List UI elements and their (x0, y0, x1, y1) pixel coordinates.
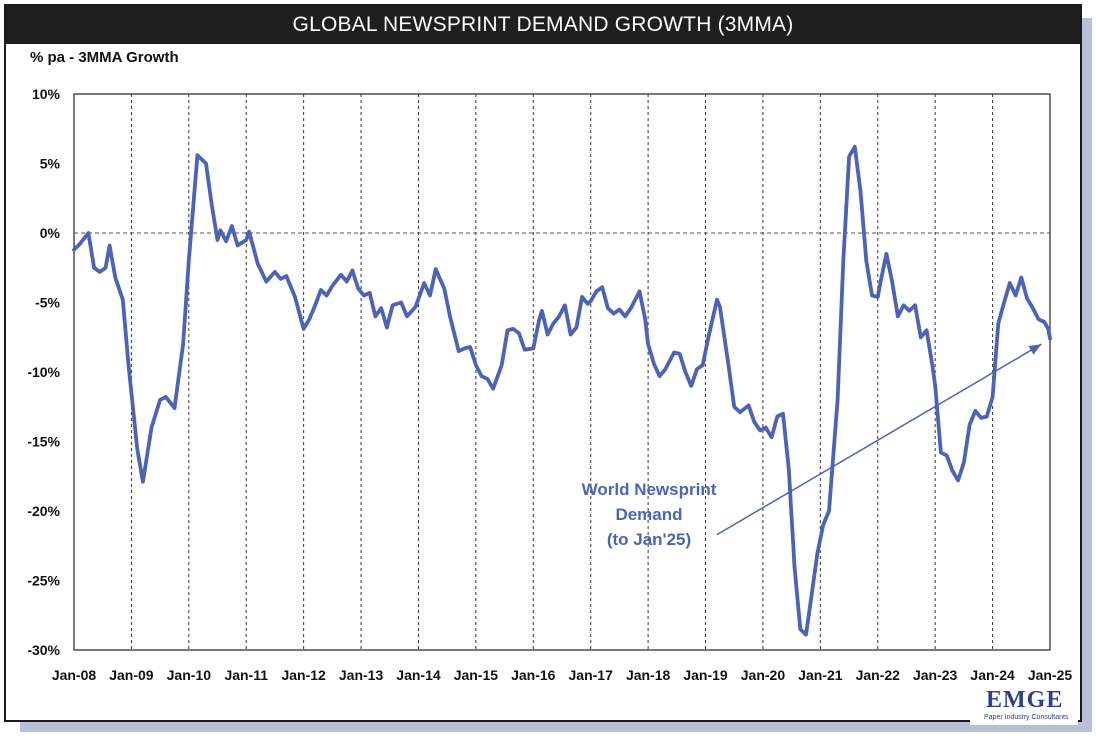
y-tick-label: 5% (40, 156, 61, 172)
grid-layer (73, 93, 1051, 651)
y-tick-label: 10% (32, 86, 61, 102)
x-tick-label: Jan-16 (511, 667, 556, 683)
y-tick-label: -10% (27, 364, 60, 380)
annotation-arrow-line (716, 343, 1042, 536)
x-tick-label: Jan-21 (798, 667, 843, 683)
emge-logo: EMGE Paper Industry Consultants (970, 687, 1078, 725)
x-tick-label: Jan-14 (396, 667, 441, 683)
annotation-arrowhead (1028, 344, 1042, 355)
logo-wordmark: EMGE (986, 687, 1064, 713)
x-tick-label: Jan-17 (569, 667, 614, 683)
x-tick-label: Jan-25 (1028, 667, 1073, 683)
x-tick-label: Jan-20 (741, 667, 786, 683)
y-tick-label: -30% (27, 642, 60, 658)
x-tick-label: Jan-09 (109, 667, 154, 683)
y-tick-label: -15% (27, 434, 60, 450)
y-axis-caption: % pa - 3MMA Growth (30, 49, 179, 66)
x-tick-label: Jan-23 (913, 667, 958, 683)
y-tick-label: -25% (27, 573, 60, 589)
chart-frame: GLOBAL NEWSPRINT DEMAND GROWTH (3MMA) (4, 4, 1082, 722)
x-tick-label: Jan-08 (52, 667, 97, 683)
annotation-text-line: Demand (615, 505, 682, 524)
chart-title: GLOBAL NEWSPRINT DEMAND GROWTH (3MMA) (6, 6, 1080, 44)
annotation-text-line: World Newsprint (582, 480, 717, 499)
logo-tagline: Paper Industry Consultants (984, 714, 1069, 721)
y-tick-label: 0% (40, 225, 61, 241)
series-line (72, 144, 1052, 637)
annotation-layer: World Newsprint Demand (to Jan'25) (582, 343, 1042, 549)
plot-area-border (73, 93, 1051, 651)
x-tick-label: Jan-15 (454, 667, 499, 683)
annotation-text-line: (to Jan'25) (607, 530, 691, 549)
series-layer (72, 144, 1052, 637)
x-tick-label: Jan-24 (970, 667, 1015, 683)
x-tick-label: Jan-11 (224, 667, 268, 683)
x-tick-label: Jan-13 (339, 667, 384, 683)
x-tick-labels: Jan-08 Jan-09 Jan-10 Jan-11 Jan-12 Jan-13 Jan-… (52, 667, 1073, 683)
y-tick-label: -20% (27, 503, 60, 519)
x-tick-label: Jan-12 (281, 667, 326, 683)
x-tick-label: Jan-18 (626, 667, 671, 683)
x-tick-label: Jan-19 (683, 667, 728, 683)
y-tick-label: -5% (35, 295, 60, 311)
y-tick-labels: 10% 5% 0% -5% -10% -15% -20% -25% -30% (27, 86, 60, 658)
x-tick-label: Jan-22 (856, 667, 901, 683)
x-tick-label: Jan-10 (167, 667, 212, 683)
